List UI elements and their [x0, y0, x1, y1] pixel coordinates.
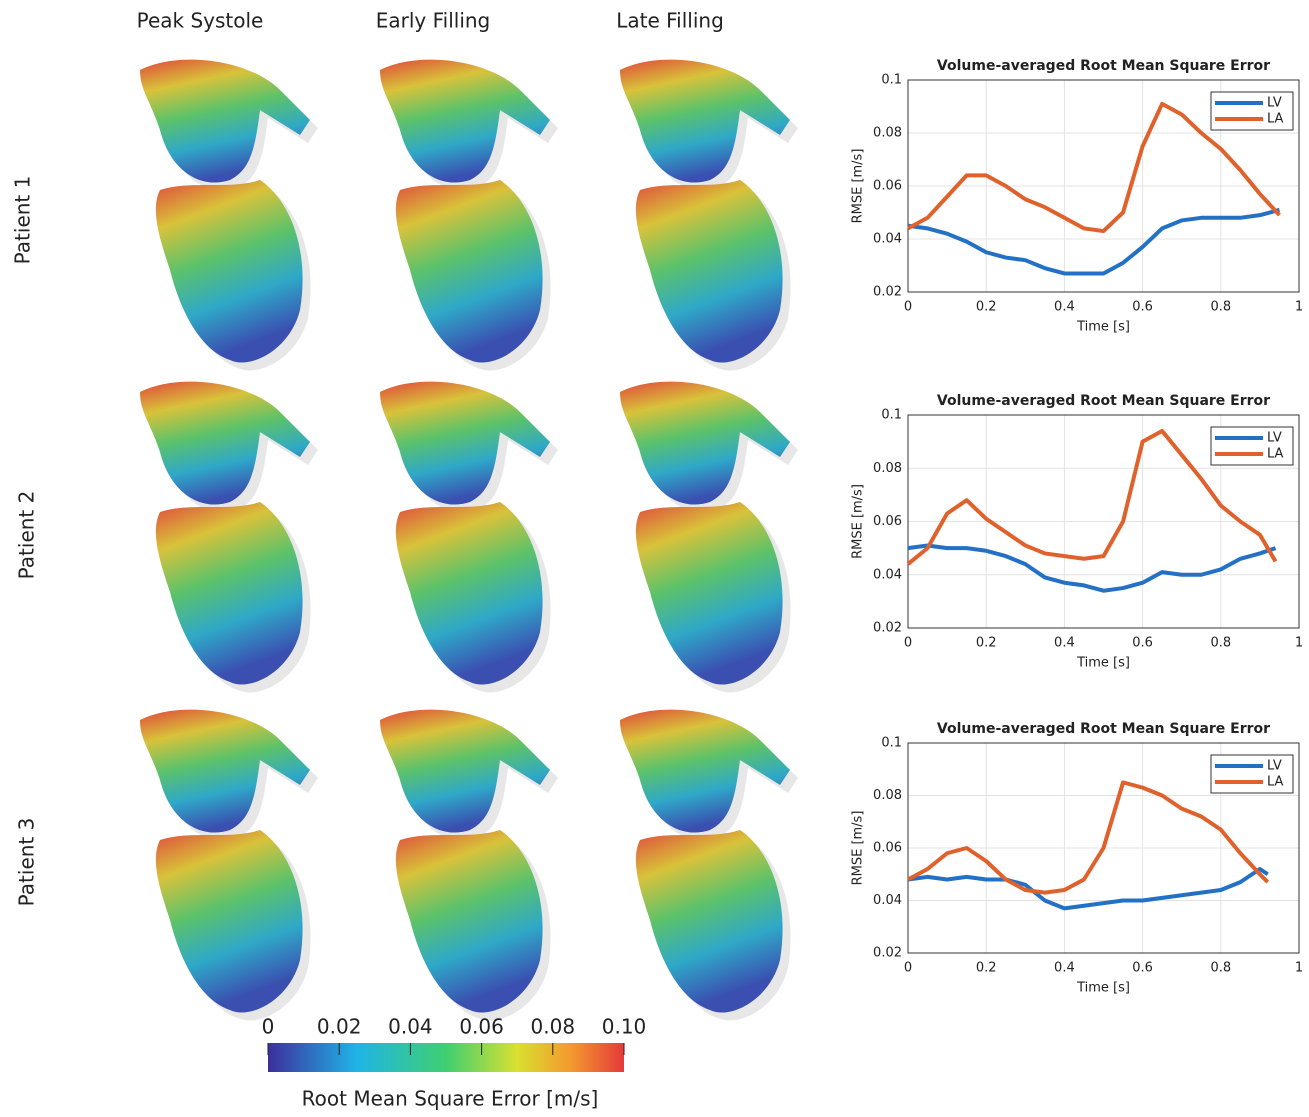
legend-label: LV: [1267, 431, 1282, 446]
x-tick-label: 1: [1295, 300, 1303, 315]
y-tick-label: 0.04: [873, 567, 902, 582]
y-tick-label: 0.04: [873, 893, 902, 908]
colorbar-tick-label: 0.10: [602, 1015, 647, 1039]
x-tick-label: 0.4: [1054, 300, 1075, 315]
axes-frame: [907, 79, 1300, 293]
colorbar: [268, 1043, 624, 1072]
row-label: Patient 2: [15, 491, 39, 580]
colorbar-tick-label: 0.08: [531, 1015, 576, 1039]
x-tick-label: 0.8: [1210, 300, 1231, 315]
legend-box: [1210, 754, 1294, 794]
axes-frame: [907, 414, 1300, 629]
x-axis-label: Time [s]: [1076, 981, 1130, 996]
colorbar-tick-label: 0: [262, 1015, 275, 1039]
render: [380, 59, 558, 371]
y-tick-label: 0.1: [881, 73, 902, 88]
legend-box: [1210, 426, 1294, 466]
legend-label: LV: [1267, 96, 1282, 111]
render: [140, 381, 318, 693]
x-tick-label: 0.2: [976, 961, 997, 976]
x-tick-label: 0.4: [1054, 636, 1075, 651]
axes-frame: [907, 742, 1300, 954]
y-tick-label: 0.02: [873, 946, 902, 961]
render: [620, 709, 798, 1021]
render: [380, 709, 558, 1021]
y-tick-label: 0.02: [873, 285, 902, 300]
x-tick-label: 0.2: [976, 636, 997, 651]
chart-title: Volume-averaged Root Mean Square Error: [937, 58, 1270, 74]
chart-title: Volume-averaged Root Mean Square Error: [937, 393, 1270, 409]
colorbar-label: Root Mean Square Error [m/s]: [302, 1087, 599, 1111]
row-label: Patient 1: [11, 176, 35, 265]
x-tick-label: 0.4: [1054, 961, 1075, 976]
y-tick-label: 0.1: [881, 408, 902, 423]
y-tick-label: 0.06: [873, 841, 902, 856]
legend-box: [1210, 91, 1294, 131]
render: [140, 709, 318, 1021]
y-tick-label: 0.06: [873, 179, 902, 194]
chart-title: Volume-averaged Root Mean Square Error: [937, 721, 1270, 737]
x-tick-label: 0: [904, 636, 912, 651]
series-line: [907, 207, 1280, 276]
colorbar-tick-label: 0.02: [317, 1015, 362, 1039]
y-axis-label: RMSE [m/s]: [851, 811, 866, 886]
render: [620, 381, 798, 693]
x-tick-label: 0.6: [1132, 636, 1153, 651]
legend-label: LV: [1267, 759, 1282, 774]
y-tick-label: 0.06: [873, 514, 902, 529]
y-tick-label: 0.04: [873, 232, 902, 247]
y-tick-label: 0.1: [881, 736, 902, 751]
x-tick-label: 0.6: [1132, 300, 1153, 315]
render: [380, 381, 558, 693]
x-axis-label: Time [s]: [1076, 656, 1130, 671]
column-header: Late Filling: [616, 9, 724, 33]
column-header: Early Filling: [376, 9, 491, 33]
series-line: [906, 428, 1278, 566]
series-line: [907, 780, 1270, 895]
x-tick-label: 0.8: [1210, 961, 1231, 976]
x-tick-label: 1: [1295, 636, 1303, 651]
y-axis-label: RMSE [m/s]: [851, 149, 866, 224]
y-tick-label: 0.02: [873, 621, 902, 636]
legend-label: LA: [1267, 112, 1284, 127]
y-tick-label: 0.08: [873, 461, 902, 476]
render: [140, 59, 318, 371]
x-tick-label: 0.8: [1210, 636, 1231, 651]
x-axis-label: Time [s]: [1076, 320, 1130, 335]
legend-label: LA: [1267, 775, 1284, 790]
legend-label: LA: [1267, 447, 1284, 462]
colorbar-tick-label: 0.04: [388, 1015, 433, 1039]
colorbar-tick-label: 0.06: [459, 1015, 504, 1039]
x-tick-label: 0.6: [1132, 961, 1153, 976]
series-line: [907, 101, 1281, 234]
x-tick-label: 0.2: [976, 300, 997, 315]
render: [620, 59, 798, 371]
x-tick-label: 0: [904, 961, 912, 976]
y-tick-label: 0.08: [873, 788, 902, 803]
row-label: Patient 3: [15, 818, 39, 907]
column-header: Peak Systole: [137, 9, 264, 33]
y-tick-label: 0.08: [873, 126, 902, 141]
series-line: [907, 543, 1277, 593]
series-line: [907, 867, 1269, 911]
y-axis-label: RMSE [m/s]: [851, 484, 866, 559]
heart-renders: [140, 59, 798, 1021]
x-tick-label: 1: [1295, 961, 1303, 976]
x-tick-label: 0: [904, 300, 912, 315]
